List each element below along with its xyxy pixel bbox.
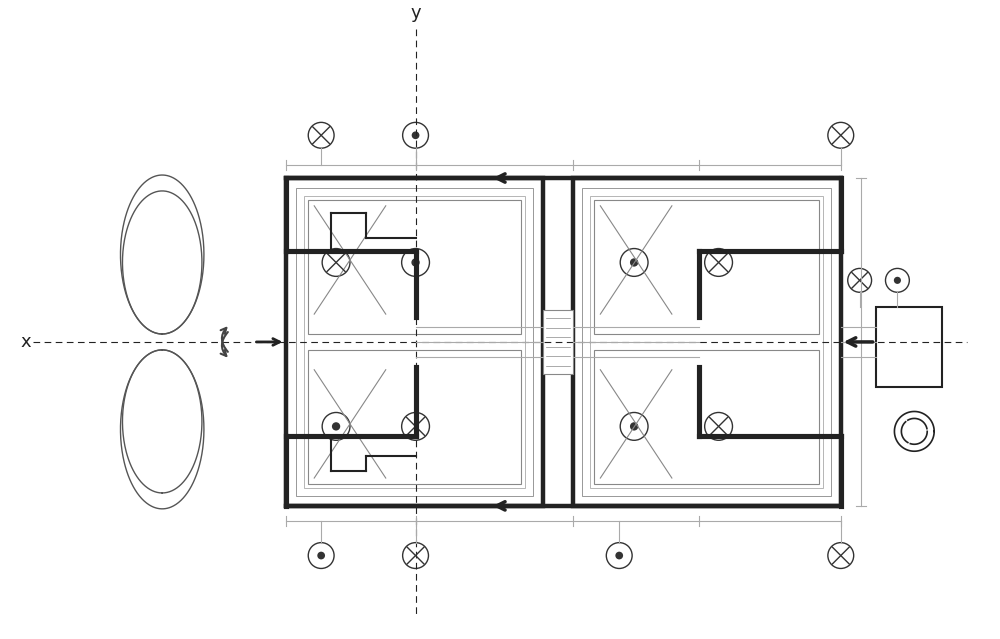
Circle shape — [630, 422, 638, 431]
Bar — [304, 196, 525, 488]
Circle shape — [317, 551, 325, 559]
Circle shape — [615, 551, 623, 559]
Bar — [590, 196, 823, 488]
Circle shape — [332, 422, 340, 431]
Circle shape — [894, 277, 901, 284]
Text: x: x — [20, 333, 31, 351]
Circle shape — [630, 258, 638, 266]
Bar — [296, 188, 533, 496]
Bar — [582, 188, 831, 496]
Bar — [876, 307, 942, 387]
Bar — [308, 200, 521, 334]
Bar — [543, 310, 573, 374]
Circle shape — [411, 258, 420, 266]
Bar — [594, 350, 819, 484]
Text: y: y — [410, 4, 421, 22]
Bar — [573, 178, 841, 506]
Bar — [594, 200, 819, 334]
Bar — [308, 350, 521, 484]
Circle shape — [412, 132, 419, 139]
Bar — [286, 178, 543, 506]
